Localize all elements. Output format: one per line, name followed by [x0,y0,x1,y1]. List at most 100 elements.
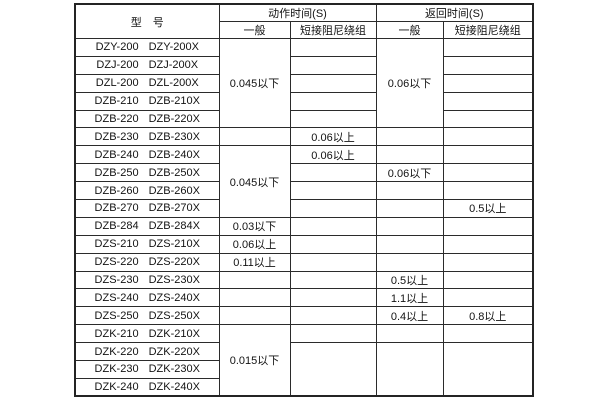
return-general-cell: 0.5以上 [375,270,444,290]
return-general-cell: 0.4以上 [375,306,444,326]
action-general-cell [218,270,291,290]
model-name: DZK-240 [94,381,139,394]
table-row: DZS-230 DZS-230X 0.5以上 [74,270,534,290]
model-name: DZB-230 [94,130,139,143]
table-row: DZB-210 DZB-210X [74,91,534,111]
return-damping-cell: 0.5以上 [442,199,534,218]
action-damping-cell [289,306,377,326]
action-damping-cell [289,216,377,236]
return-damping-cell [442,216,534,236]
table-row: DZB-230 DZB-230X 0.06以上 [74,127,534,147]
model-name-x: DZK-220X [148,345,200,358]
model-name-x: DZJ-200X [148,59,199,72]
model-cell: DZS-240 DZS-240X [74,288,220,308]
action-damping-cell [289,55,377,75]
model-cell: DZB-260 DZB-260X [74,181,220,201]
model-cell: DZL-200 DZL-200X [74,73,220,93]
table-row: DZB-270 DZB-270X 0.5以上 [74,199,534,218]
action-damping-cell [289,163,377,183]
return-general-cell: 0.06以下 [375,37,444,129]
model-name: DZS-230 [94,274,139,287]
return-damping-cell [442,234,534,254]
return-general-cell [375,181,444,201]
return-general-cell [375,252,444,272]
model-cell: DZK-210 DZK-210X [74,324,220,344]
model-cell: DZS-230 DZS-230X [74,270,220,290]
table-row: DZK-230 DZK-230X [74,360,533,379]
model-cell: DZB-270 DZB-270X [74,199,220,218]
action-damping-cell [289,234,377,254]
action-damping-cell [289,73,377,93]
header-return-general: 一般 [375,21,444,39]
model-name-x: DZB-284X [148,220,200,233]
model-cell: DZJ-200 DZJ-200X [74,55,220,75]
return-damping-cell: 0.8以上 [442,306,534,326]
model-cell: DZS-220 DZS-220X [74,252,220,272]
action-general-cell: 0.045以下 [218,145,291,218]
return-general-cell [375,199,444,218]
model-cell: DZS-210 DZS-210X [74,234,220,254]
table-row: DZY-200 DZY-200X 0.045以下 0.06以下 [74,37,534,129]
return-damping-cell [442,91,534,111]
table-row: DZS-240 DZS-240X 1.1以上 [74,288,534,308]
model-name-x: DZL-200X [148,77,199,90]
model-cell: DZK-240 DZK-240X [74,377,220,397]
model-name: DZY-200 [95,41,139,54]
model-cell: DZB-240 DZB-240X [74,145,220,165]
table-row: DZK-240 DZK-240X [74,377,533,397]
return-damping-cell [442,342,534,397]
model-name: DZB-270 [94,202,139,215]
return-damping-cell [442,163,534,183]
model-name-x: DZS-230X [148,274,200,287]
model-name: DZK-210 [94,327,139,340]
model-name-x: DZB-210X [148,95,200,108]
relay-spec-table: 型 号 动作时间(S) 返回时间(S) 一般 短接阻尼绕组 一般 短接阻尼绕组 … [74,3,535,398]
action-general-cell [218,127,291,147]
return-general-cell [375,324,444,344]
action-damping-cell [289,199,377,218]
action-general-cell [218,306,291,326]
model-name: DZK-220 [94,345,139,358]
model-name: DZB-250 [94,166,139,179]
model-cell: DZK-230 DZK-230X [74,360,220,379]
table-row: DZK-220 DZK-220X [74,342,534,397]
model-name: DZL-200 [95,77,139,90]
model-name-x: DZY-200X [148,41,199,54]
model-name-x: DZB-260X [148,184,200,197]
action-damping-cell [289,270,377,290]
table-row: DZB-260 DZB-260X [74,181,534,201]
header-return-damping: 短接阻尼绕组 [442,21,534,39]
model-name-x: DZS-210X [148,238,200,251]
return-general-cell [375,216,444,236]
header-action-damping: 短接阻尼绕组 [289,21,377,39]
model-cell: DZB-220 DZB-220X [74,109,220,129]
action-general-cell: 0.045以下 [218,37,291,129]
return-general-cell: 1.1以上 [375,288,444,308]
return-general-cell [375,127,444,147]
model-name: DZB-260 [94,184,139,197]
model-name: DZK-230 [94,363,139,376]
header-model: 型 号 [74,3,220,39]
table-row: DZB-250 DZB-250X 0.06以下 [74,163,534,183]
model-name: DZB-220 [94,113,139,125]
action-damping-cell [289,288,377,308]
action-damping-cell: 0.06以上 [289,145,377,165]
model-cell: DZB-210 DZB-210X [74,91,220,111]
model-name-x: DZB-250X [148,166,200,179]
table-row: DZS-220 DZS-220X 0.11以上 [74,252,534,272]
model-name: DZB-240 [94,148,139,161]
return-damping-cell [442,270,534,290]
header-row-1: 型 号 动作时间(S) 返回时间(S) [74,3,534,39]
model-name-x: DZB-230X [148,130,200,143]
model-name-x: DZS-250X [148,309,200,322]
return-general-cell [375,342,444,397]
return-damping-cell [442,55,534,75]
action-general-cell [218,288,291,308]
table-row: DZB-240 DZB-240X 0.045以下 0.06以上 [74,145,534,218]
action-damping-cell [289,342,377,397]
table-row: DZS-250 DZS-250X 0.4以上 0.8以上 [74,306,534,326]
table-row: DZL-200 DZL-200X [74,73,534,93]
model-name: DZS-240 [94,291,139,304]
action-damping-cell [289,181,377,201]
model-cell: DZB-250 DZB-250X [74,163,220,183]
